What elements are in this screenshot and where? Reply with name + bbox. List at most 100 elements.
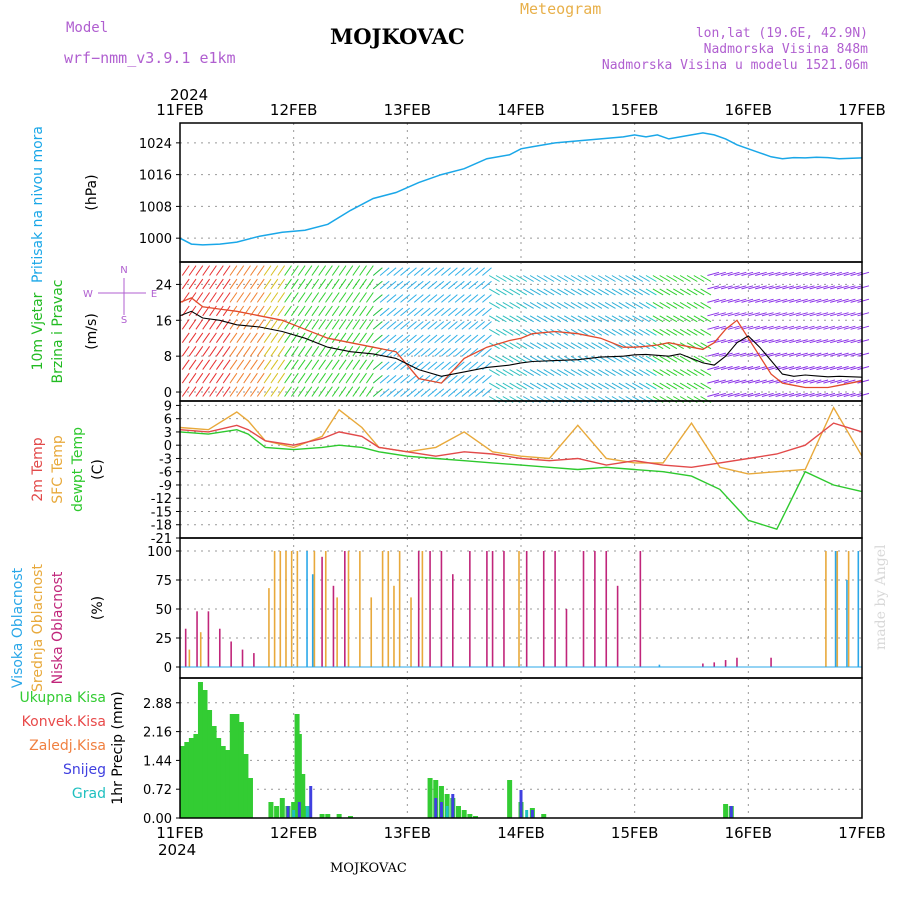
wind-barb [516,342,528,350]
wind-barb [482,375,492,384]
wind-barb [393,388,404,397]
wind-barb [277,372,286,384]
wind-barb [720,379,733,384]
wind-barb [652,355,664,363]
wind-barb [557,355,569,363]
wind-barb [638,382,650,390]
wind-barb [843,271,856,276]
wind-barb [550,355,562,363]
wind-barb [775,325,788,330]
model-name: wrf−nmm_v3.9.1 e1km [64,49,236,67]
wind-barb [215,359,224,370]
wind-barb [830,366,842,371]
wind-barb [707,325,720,330]
wind-barb [557,382,569,390]
wind-barb [263,332,272,343]
wind-barb [290,292,299,303]
wind-barb [284,372,292,384]
wind-barb [277,346,286,357]
top-year-label: 2024 [170,86,208,104]
wind-barb [816,392,829,397]
wind-barb [509,288,521,296]
wind-barb [809,352,822,357]
wind-barb [652,288,664,296]
wind-barb [645,369,657,377]
wind-barb [284,305,292,317]
wind-barb [270,292,279,303]
precip-bar [723,804,729,818]
wind-barb [277,305,286,317]
wind-barb [461,321,472,330]
wind-barb [325,386,333,397]
wind-barb [441,307,451,317]
wind-barb [748,271,761,276]
wind-barb [468,361,479,370]
wind-barb [304,305,313,317]
wind-barb [816,285,829,290]
wind-barb [297,386,306,397]
wind-barb [338,305,347,317]
wind-barb [843,379,856,384]
wind-barb [352,346,361,357]
wind-barb [482,334,492,344]
wind-barb [502,315,514,323]
wind-barb [393,294,404,303]
wind-barb [830,298,842,303]
bottom-xtick-label: 17FEB [838,824,885,842]
wind-barb [707,366,720,371]
wind-barb [857,392,870,397]
wind-barb [311,346,320,357]
wind-barb [181,278,190,290]
wind-barb [311,278,320,290]
wind-barb [393,307,404,317]
wind-barb [823,352,836,357]
wind-barb [263,372,272,384]
wind-barb [461,348,472,357]
compass-east: E [151,289,157,300]
wind-barb [427,361,438,370]
wind-barb [250,332,258,343]
wind-barb [823,271,836,276]
wind-barb [550,369,562,377]
wind-barb [413,348,424,357]
wind-barb [441,361,451,370]
wind-barb [222,332,231,343]
wind-barb [427,348,438,357]
wind-barb [236,346,245,357]
wind-barb [761,325,774,330]
temp-ytick-label: -3 [159,452,172,467]
wind-barb [666,288,678,296]
wind-barb [523,342,534,350]
wind-barb [222,372,231,384]
wind-barb [400,321,411,330]
wind-barb [584,301,596,309]
wind-barb [816,298,829,303]
wind-barb [215,265,224,276]
wind-barb [250,372,258,384]
wind-barb [659,288,671,296]
wind-barb [509,382,521,390]
wind-barb [263,346,272,357]
wind-barb [386,348,397,357]
wind-barb [850,366,863,371]
precip-legend-item: Ukupna Kisa [19,690,106,706]
wind-barb [379,388,390,397]
wind-barb [836,366,849,371]
wind-barb [304,278,313,290]
wind-barb [509,275,521,282]
wind-barb [454,375,465,384]
wind-barb [195,359,204,370]
wind-barb [543,315,555,323]
wind-barb [625,315,637,323]
wind-barb [311,305,320,317]
wind-barb [263,278,272,290]
cloud-ytick-label: 25 [155,632,172,647]
wind-barb [584,275,596,282]
wind-barb [523,275,534,282]
wind-barb [693,301,705,309]
wind-barb [686,301,698,309]
low-cloud-axis-title: Niska Oblacnost [50,571,66,684]
wind-barb [830,352,842,357]
wind-barb [584,328,596,336]
precip-bar [193,734,199,818]
